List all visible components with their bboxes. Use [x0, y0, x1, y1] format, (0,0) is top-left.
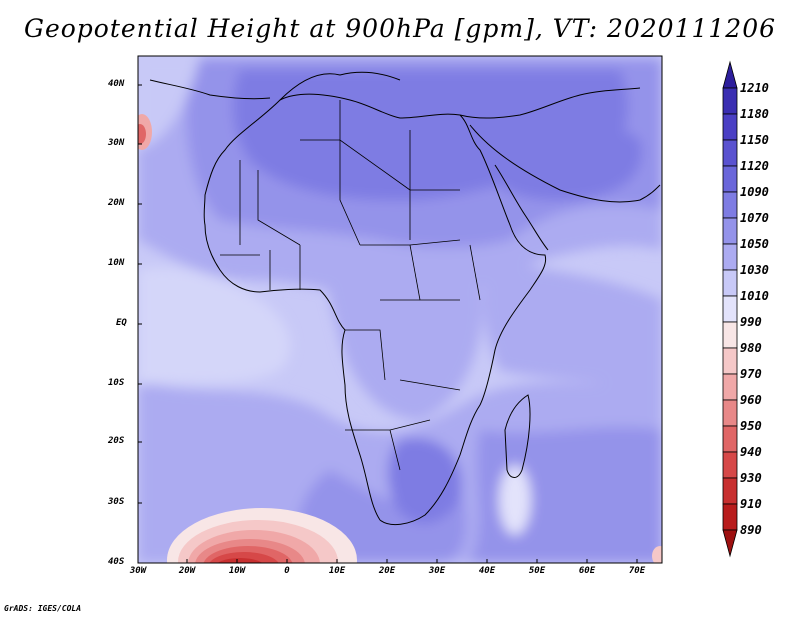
- low-pressure-area: [138, 114, 662, 563]
- colorbar-level-label: 970: [740, 367, 762, 381]
- lat-label: 20N: [108, 198, 125, 208]
- colorbar-level-label: 890: [740, 523, 762, 537]
- colorbar-cell: [722, 139, 738, 167]
- lat-label: 30S: [108, 497, 125, 507]
- colorbar-cell: [722, 191, 738, 219]
- colorbar-level-label: 930: [740, 471, 762, 485]
- colorbar-cell: [722, 321, 738, 349]
- colorbar-cell: [722, 373, 738, 401]
- lon-label: 10W: [228, 566, 246, 576]
- map-frame: [137, 55, 663, 564]
- height-field: [138, 56, 662, 563]
- lon-label: 50E: [528, 566, 546, 576]
- lat-label: 30N: [108, 138, 125, 148]
- lon-label: 40E: [478, 566, 496, 576]
- colorbar-cell: [722, 87, 738, 115]
- colorbar-cell: [722, 347, 738, 375]
- lat-label: 40N: [108, 79, 125, 89]
- lon-label: 30W: [129, 566, 147, 576]
- lat-label: 10S: [108, 378, 125, 388]
- lat-label: 10N: [108, 258, 125, 268]
- colorbar-level-label: 960: [740, 393, 762, 407]
- lon-label: 60E: [578, 566, 596, 576]
- lon-label: 20E: [378, 566, 396, 576]
- lon-label: 20W: [178, 566, 196, 576]
- colorbar-cell: [722, 399, 738, 427]
- axis-ticks: [138, 84, 638, 563]
- colorbar-level-label: 950: [740, 419, 762, 433]
- colorbar-level-label: 990: [740, 315, 762, 329]
- colorbar-level-label: 1180: [740, 107, 769, 121]
- lat-label: 20S: [108, 436, 125, 446]
- colorbar-cell: [722, 60, 738, 89]
- colorbar-level-label: 1090: [740, 185, 769, 199]
- colorbar-level-label: 980: [740, 341, 762, 355]
- colorbar-level-label: 1210: [740, 81, 769, 95]
- colorbar-level-label: 1070: [740, 211, 769, 225]
- colorbar-level-label: 1120: [740, 159, 769, 173]
- colorbar-cell: [722, 451, 738, 479]
- colorbar-level-label: 940: [740, 445, 762, 459]
- lon-label: 70E: [628, 566, 646, 576]
- credit-text: GrADS: IGES/COLA: [4, 604, 82, 613]
- colorbar-level-label: 1010: [740, 289, 769, 303]
- colorbar-cell: [722, 425, 738, 453]
- colorbar-cell: [722, 503, 738, 531]
- lon-label: 10E: [328, 566, 346, 576]
- colorbar-level-label: 1030: [740, 263, 769, 277]
- colorbar-cell: [722, 113, 738, 141]
- colorbar-level-label: 1050: [740, 237, 769, 251]
- lon-label: 0: [284, 566, 290, 576]
- country-borders: [220, 100, 481, 471]
- colorbar-cell: [722, 269, 738, 297]
- lat-label: 40S: [108, 557, 125, 567]
- colorbar-cell: [722, 529, 738, 558]
- colorbar-level-label: 1150: [740, 133, 769, 147]
- colorbar-cell: [722, 217, 738, 245]
- colorbar-cell: [722, 165, 738, 193]
- lon-label: 30E: [428, 566, 446, 576]
- map-title: Geopotential Height at 900hPa [gpm], VT:…: [23, 14, 777, 43]
- coastlines: [149, 71, 661, 526]
- lat-label: EQ: [116, 318, 127, 328]
- colorbar-cell: [722, 477, 738, 505]
- colorbar-cell: [722, 243, 738, 271]
- colorbar-cell: [722, 295, 738, 323]
- colorbar-level-label: 910: [740, 497, 762, 511]
